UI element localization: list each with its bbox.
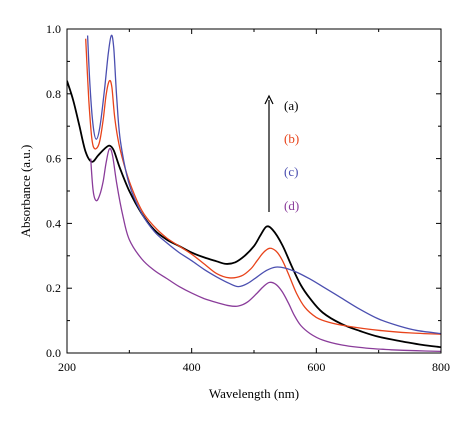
x-axis-title: Wavelength (nm) [209, 386, 299, 401]
legend-label-d: (d) [284, 198, 299, 213]
series-line-a [67, 80, 441, 349]
series-layer [67, 34, 441, 353]
y-tick-label: 0.8 [46, 87, 61, 101]
x-tick-label: 800 [432, 360, 450, 374]
legend: (a) (b) (c) (d) [264, 94, 299, 213]
x-tick-label: 600 [307, 360, 325, 374]
plot-frame [66, 28, 442, 354]
y-tick-label: 0.4 [46, 216, 61, 230]
y-axis-ticks: 0.0 0.2 0.4 0.6 0.8 1.0 [46, 22, 441, 360]
x-axis-ticks: 200 400 600 800 [58, 29, 450, 374]
y-tick-label: 0.6 [46, 152, 61, 166]
series-line-d [90, 147, 441, 353]
y-tick-label: 0.0 [46, 346, 61, 360]
legend-label-a: (a) [284, 98, 298, 113]
x-tick-label: 400 [183, 360, 201, 374]
series-line-b [85, 38, 441, 335]
legend-label-c: (c) [284, 164, 298, 179]
legend-label-b: (b) [284, 131, 299, 146]
y-axis-title: Absorbance (a.u.) [18, 145, 33, 238]
legend-arrow-head-icon [264, 94, 274, 105]
y-tick-label: 0.2 [46, 281, 61, 295]
x-tick-label: 200 [58, 360, 76, 374]
series-line-c [86, 34, 441, 335]
y-tick-label: 1.0 [46, 22, 61, 36]
